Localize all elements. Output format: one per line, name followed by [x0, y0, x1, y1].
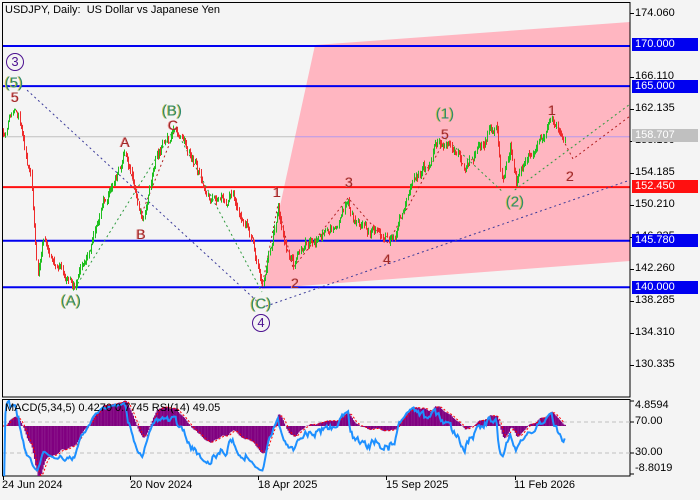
price-level-label-145: 145.780 — [632, 234, 698, 247]
indicator-scale-min: -8.8019 — [635, 462, 673, 474]
rsi-level-30-label: 30.00 — [635, 446, 663, 458]
wave-trend-line — [444, 137, 504, 193]
wave-label-minor-5: 5 — [11, 89, 19, 105]
wave-label-minor-1: 1 — [273, 184, 281, 200]
wave-trend-line — [261, 139, 446, 288]
wave-trend-line — [26, 89, 259, 303]
wave-label-minor-A: A — [120, 134, 130, 150]
wave-trend-line — [265, 179, 630, 307]
wave-label-minor-4: 4 — [383, 251, 391, 267]
wave-label-intermediate-A: (A) — [61, 292, 81, 310]
wave-label-minor-2b: 2 — [566, 168, 574, 184]
wave-label-minor-3: 3 — [345, 174, 353, 190]
price-tick-label: 130.335 — [635, 358, 675, 370]
wave-trend-line — [74, 127, 176, 289]
time-axis-label: 24 Jun 2024 — [2, 479, 63, 491]
time-axis-label: 11 Feb 2026 — [514, 479, 575, 491]
wave-label-intermediate-1: (1) — [435, 105, 455, 123]
indicator-scale-max: 4.8594 — [635, 399, 669, 411]
price-level-label-165: 165.000 — [632, 80, 698, 93]
time-axis-label: 20 Nov 2024 — [130, 479, 193, 491]
wave-label-circled-3: 3 — [6, 53, 24, 71]
current-price-label: 158.707 — [632, 129, 698, 142]
wave-label-intermediate-5: (5) — [4, 74, 24, 92]
time-axis-label: 18 Apr 2025 — [258, 479, 318, 491]
wave-label-minor-5b: 5 — [441, 126, 449, 142]
price-level-label-152: 152.450 — [632, 180, 698, 193]
indicator-plot-area — [3, 400, 630, 476]
price-tick-label: 174.060 — [635, 7, 675, 19]
wave-label-circled-4: 4 — [252, 314, 270, 332]
wave-label-minor-B: B — [136, 226, 146, 242]
price-bars — [3, 108, 566, 291]
price-tick-label: 134.310 — [635, 326, 675, 338]
target-zone — [261, 21, 630, 289]
macd-signal-line — [3, 400, 566, 476]
chart-title: USDJPY, Daily: US Dollar vs Japanese Yen — [5, 4, 221, 16]
price-tick-label: 154.185 — [635, 166, 675, 178]
wave-label-minor-1b: 1 — [548, 102, 556, 118]
price-tick-label: 138.285 — [635, 294, 675, 306]
wave-label-intermediate-C: (C) — [250, 295, 272, 313]
rsi-level-70-label: 70.00 — [635, 415, 663, 427]
price-tick-label: 166.110 — [635, 70, 674, 82]
time-axis-label: 15 Sep 2025 — [386, 479, 449, 491]
indicator-header: MACD(5,34,5) 0.4270 0.7745 RSI(14) 49.05 — [5, 402, 221, 414]
indicator-frame — [2, 399, 631, 477]
price-tick-label: 162.135 — [635, 102, 675, 114]
price-tick-label: 142.260 — [635, 262, 675, 274]
wave-label-intermediate-2: (2) — [505, 193, 525, 211]
wave-label-minor-2: 2 — [291, 275, 299, 291]
rsi-line — [3, 400, 566, 476]
wave-trend-line — [514, 103, 630, 191]
main-plot-area — [3, 21, 630, 307]
price-level-label-170: 170.000 — [632, 38, 698, 51]
wave-label-intermediate-B: (B) — [162, 102, 182, 120]
price-level-label-140: 140.000 — [632, 281, 698, 294]
wave-trend-line — [174, 127, 263, 293]
wave-label-minor-C: C — [167, 117, 179, 133]
main-chart-frame — [2, 2, 631, 398]
price-tick-label: 150.210 — [635, 198, 675, 210]
